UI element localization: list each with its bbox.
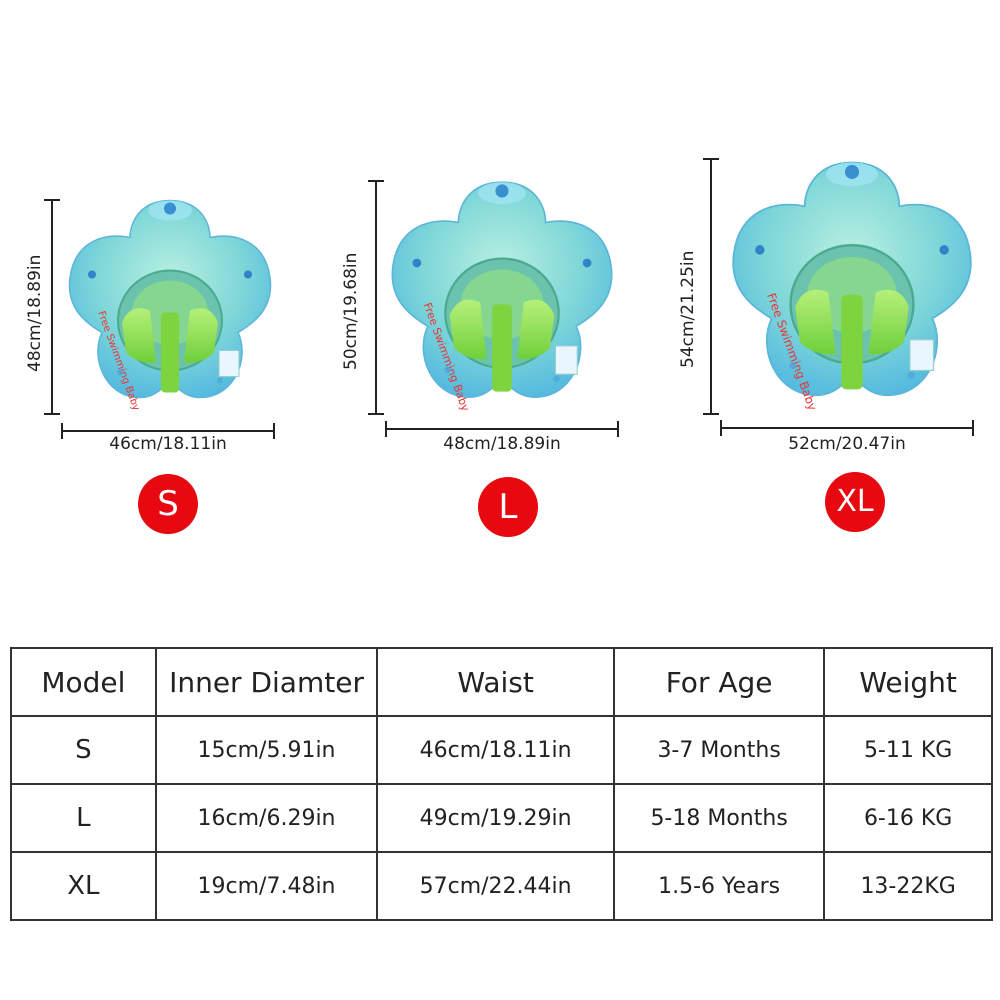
cell-age: 3-7 Months bbox=[612, 715, 826, 785]
table-row: S 15cm/5.91in 46cm/18.11in 3-7 Months 5-… bbox=[10, 715, 993, 785]
cell-model: S bbox=[10, 715, 157, 785]
dimension-tick bbox=[385, 421, 387, 437]
cell-model: L bbox=[10, 783, 157, 853]
width-dimension-line-xl bbox=[720, 427, 974, 429]
height-label-l: 50cm/19.68in bbox=[341, 252, 361, 370]
size-badge-xl: XL bbox=[825, 472, 885, 532]
dimension-tick bbox=[368, 413, 384, 415]
cell-model: XL bbox=[10, 851, 157, 921]
height-label-xl: 54cm/21.25in bbox=[678, 250, 698, 368]
cell-weight: 13-22KG bbox=[823, 851, 993, 921]
header-inner-diameter: Inner Diamter bbox=[154, 647, 379, 717]
header-waist: Waist bbox=[376, 647, 615, 717]
dimension-tick bbox=[617, 421, 619, 437]
cell-inner-diameter: 15cm/5.91in bbox=[154, 715, 379, 785]
width-label-l: 48cm/18.89in bbox=[443, 434, 561, 454]
header-weight: Weight bbox=[823, 647, 993, 717]
header-for-age: For Age bbox=[612, 647, 826, 717]
dimension-tick bbox=[61, 423, 63, 439]
float-image-xl bbox=[731, 161, 973, 414]
cell-weight: 6-16 KG bbox=[823, 783, 993, 853]
height-dimension-line-s bbox=[51, 199, 53, 415]
dimension-tick bbox=[273, 423, 275, 439]
float-image-l bbox=[391, 181, 613, 415]
table-row: L 16cm/6.29in 49cm/19.29in 5-18 Months 6… bbox=[10, 783, 993, 853]
table-row: XL 19cm/7.48in 57cm/22.44in 1.5-6 Years … bbox=[10, 851, 993, 921]
dimension-tick bbox=[703, 158, 719, 160]
width-label-xl: 52cm/20.47in bbox=[788, 434, 906, 454]
table-header-row: Model Inner Diamter Waist For Age Weight bbox=[10, 647, 993, 717]
cell-age: 1.5-6 Years bbox=[612, 851, 826, 921]
cell-waist: 57cm/22.44in bbox=[376, 851, 615, 921]
cell-inner-diameter: 16cm/6.29in bbox=[154, 783, 379, 853]
height-label-s: 48cm/18.89in bbox=[25, 254, 45, 372]
cell-weight: 5-11 KG bbox=[823, 715, 993, 785]
height-dimension-line-xl bbox=[710, 158, 712, 415]
width-label-s: 46cm/18.11in bbox=[109, 434, 227, 454]
dimension-tick bbox=[703, 413, 719, 415]
dimension-tick bbox=[972, 420, 974, 436]
dimension-tick bbox=[44, 199, 60, 201]
size-badge-s: S bbox=[138, 474, 198, 534]
cell-waist: 46cm/18.11in bbox=[376, 715, 615, 785]
size-badge-l: L bbox=[478, 477, 538, 537]
height-dimension-line-l bbox=[375, 180, 377, 415]
cell-age: 5-18 Months bbox=[612, 783, 826, 853]
cell-inner-diameter: 19cm/7.48in bbox=[154, 851, 379, 921]
width-dimension-line-l bbox=[385, 428, 619, 430]
dimension-tick bbox=[44, 413, 60, 415]
float-image-s bbox=[68, 199, 272, 414]
cell-waist: 49cm/19.29in bbox=[376, 783, 615, 853]
size-spec-table: Model Inner Diamter Waist For Age Weight… bbox=[10, 647, 993, 921]
header-model: Model bbox=[10, 647, 157, 717]
width-dimension-line-s bbox=[61, 430, 275, 432]
dimension-tick bbox=[720, 420, 722, 436]
dimension-tick bbox=[368, 180, 384, 182]
